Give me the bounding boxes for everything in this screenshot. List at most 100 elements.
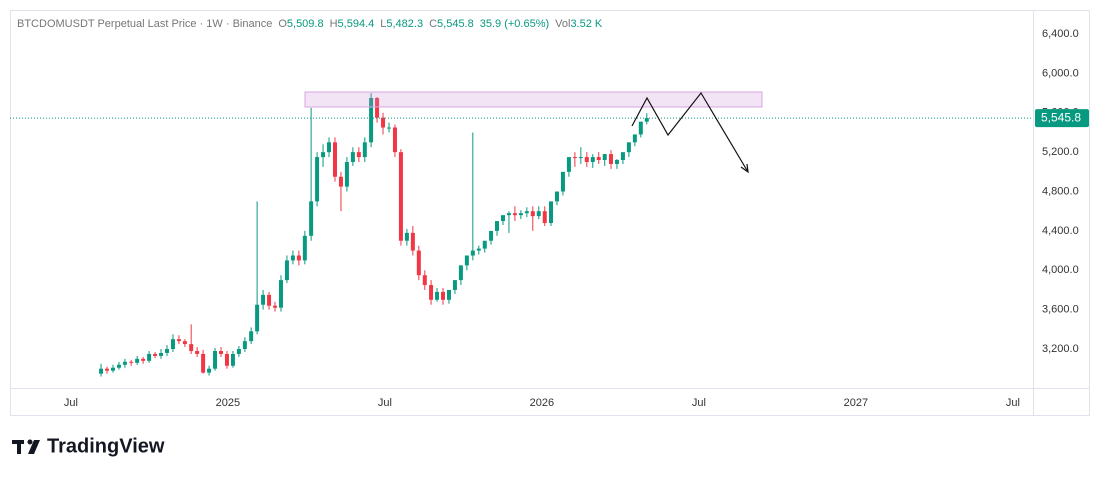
- plot-area: [10, 93, 1033, 377]
- header-fields: O 5,509.8 H 5,594.4 L 5,482.3 C 5,545.8 35.9 (+0…: [278, 18, 603, 30]
- y-tick-label: 4,400.0: [1042, 225, 1079, 237]
- candle-body: [476, 248, 481, 251]
- candle-body: [375, 98, 380, 118]
- candle-body: [512, 213, 517, 216]
- candle-body: [189, 344, 194, 351]
- candle-body: [356, 152, 361, 158]
- x-tick-label: 2027: [844, 397, 868, 409]
- candle-body: [524, 211, 529, 214]
- candle-body: [296, 255, 301, 261]
- candle-body: [626, 142, 631, 153]
- candle-body: [470, 250, 475, 256]
- ohlc-prefix: O: [278, 18, 287, 30]
- candle-body: [153, 353, 158, 356]
- candle-body: [536, 211, 541, 217]
- candle-body: [309, 201, 314, 236]
- candle-body: [369, 98, 374, 143]
- candle-body: [644, 118, 649, 122]
- candle-body: [321, 152, 326, 158]
- y-tick-label: 5,200.0: [1042, 146, 1079, 158]
- candle-body: [404, 232, 409, 241]
- candle-body: [429, 285, 434, 300]
- candle-body: [572, 157, 577, 159]
- candle-body: [386, 127, 391, 129]
- candle-body: [500, 215, 505, 222]
- candle-body: [213, 350, 218, 369]
- candle-body: [278, 280, 283, 308]
- candle-body: [110, 367, 115, 371]
- y-tick-label: 3,200.0: [1042, 343, 1079, 355]
- candle-body: [230, 353, 235, 366]
- candle-body: [159, 352, 164, 356]
- candle-body: [302, 235, 307, 261]
- candle-body: [284, 260, 289, 281]
- candle-body: [332, 142, 337, 177]
- candle-body: [141, 358, 146, 361]
- candle-body: [410, 232, 415, 251]
- candle-body: [549, 201, 554, 224]
- projection-arrowhead: [740, 163, 749, 174]
- candle-body: [446, 289, 451, 300]
- candle-body: [578, 157, 583, 159]
- candle-body: [482, 240, 487, 249]
- candle-body: [147, 353, 152, 361]
- candle-body: [489, 230, 494, 241]
- candle-body: [135, 358, 140, 363]
- candle-body: [608, 154, 613, 164]
- candle-body: [105, 368, 110, 371]
- brand-logo: TradingView: [12, 435, 165, 457]
- candle-body: [638, 121, 643, 135]
- candle-body: [176, 339, 181, 342]
- candle-body: [518, 213, 523, 216]
- x-tick-label: 2026: [530, 397, 554, 409]
- x-tick-label: Jul: [378, 397, 392, 409]
- last-price-label: 5,545.8: [1041, 110, 1081, 124]
- x-tick-label: Jul: [64, 397, 78, 409]
- logo-part: [17, 440, 21, 454]
- candle-body: [195, 350, 200, 354]
- candle-body: [590, 157, 595, 162]
- y-tick-label: 3,600.0: [1042, 304, 1079, 316]
- volume-value: 3.52 K: [570, 18, 602, 30]
- candle-body: [255, 304, 260, 332]
- candle-body: [584, 157, 589, 162]
- candle-body: [416, 250, 421, 276]
- candle-body: [122, 361, 127, 365]
- y-tick-label: 4,800.0: [1042, 185, 1079, 197]
- resistance-zone: [304, 91, 763, 108]
- candle-body: [182, 341, 187, 345]
- candle-body: [267, 294, 272, 306]
- candle-body: [566, 157, 571, 172]
- y-tick-label: 6,400.0: [1042, 28, 1079, 40]
- candle-body: [338, 176, 343, 187]
- candle-body: [273, 305, 278, 308]
- candle-body: [392, 127, 397, 153]
- candle-body: [458, 265, 463, 281]
- ohlc-prefix: C: [429, 18, 437, 30]
- ohlc-value: 5,482.3: [386, 18, 423, 30]
- ohlc-value: 5,509.8: [287, 18, 324, 30]
- volume-prefix: Vol: [555, 18, 570, 30]
- candle-body: [530, 211, 535, 217]
- candle-body: [207, 368, 212, 373]
- candle-body: [632, 134, 637, 143]
- candle-body: [398, 152, 403, 241]
- brand-name: TradingView: [47, 435, 165, 457]
- candle-body: [116, 364, 121, 368]
- ohlc-prefix: H: [330, 18, 338, 30]
- candle-body: [350, 152, 355, 162]
- candle-body: [495, 221, 500, 231]
- candle-body: [614, 160, 619, 164]
- chart-frame: [10, 10, 1090, 416]
- candle-body: [219, 350, 224, 354]
- logo-part: [28, 440, 40, 454]
- x-tick-label: Jul: [692, 397, 706, 409]
- candle-body: [441, 291, 446, 300]
- y-tick-label: 4,000.0: [1042, 264, 1079, 276]
- x-tick-label: 2025: [216, 397, 240, 409]
- candle-body: [344, 161, 349, 187]
- candle-body: [506, 213, 511, 216]
- candle-body: [99, 368, 104, 374]
